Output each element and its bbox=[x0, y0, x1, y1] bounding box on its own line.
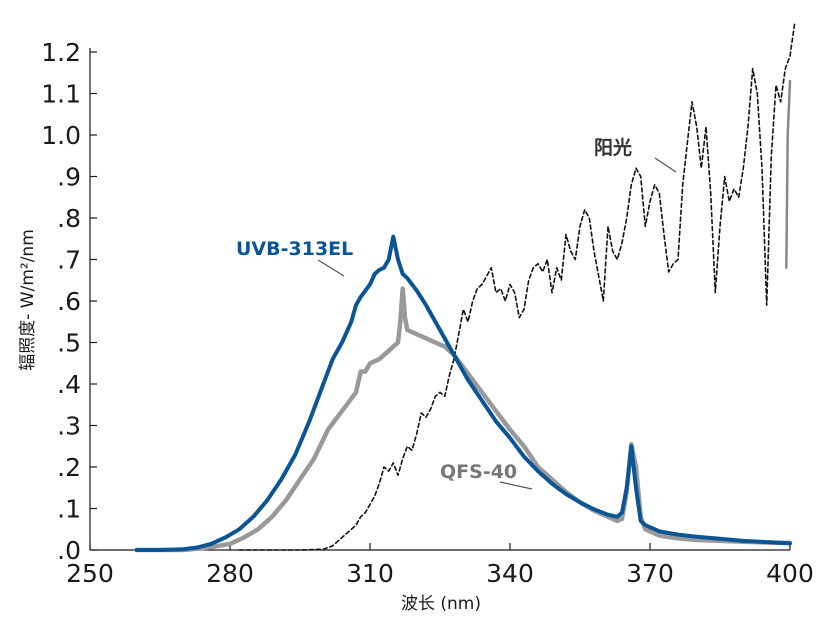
y-tick-label: 1.1 bbox=[41, 80, 81, 109]
y-tick-label: .1 bbox=[57, 495, 81, 524]
x-tick-label: 400 bbox=[766, 559, 814, 588]
x-tick-label: 250 bbox=[66, 559, 114, 588]
y-tick-label: .8 bbox=[57, 204, 81, 233]
x-tick-label: 340 bbox=[486, 559, 534, 588]
series-layer bbox=[134, 22, 796, 553]
series-line-qfs-40 bbox=[134, 286, 793, 553]
y-tick-label: .3 bbox=[57, 412, 81, 441]
y-tick-label: .0 bbox=[57, 536, 81, 565]
y-tick-label: .4 bbox=[57, 370, 81, 399]
label-leader-qfs-40 bbox=[499, 481, 533, 490]
x-tick-label: 370 bbox=[626, 559, 674, 588]
series-label-uvb-313el: UVB-313EL bbox=[236, 238, 353, 260]
label-leader-sunlight bbox=[654, 157, 677, 173]
y-tick-label: 1.2 bbox=[41, 38, 81, 67]
series-label-sunlight: 阳光 bbox=[594, 136, 632, 159]
y-axis-title: 辐照度- W/m²/nm bbox=[18, 229, 38, 371]
x-axis: 250 280 310 340 370 400 bbox=[66, 543, 814, 588]
y-tick-label: .5 bbox=[57, 329, 81, 358]
series-label-qfs-40: QFS-40 bbox=[440, 461, 517, 483]
y-tick-label: .2 bbox=[57, 453, 81, 482]
x-axis-title: 波长 (nm) bbox=[401, 594, 481, 614]
series-line-uvb-313el bbox=[134, 234, 792, 552]
label-leader-uvb-313el bbox=[317, 259, 345, 277]
series-line-sunlight bbox=[238, 22, 796, 551]
series-line-sunlight-tail bbox=[785, 79, 792, 270]
x-tick-label: 310 bbox=[346, 559, 394, 588]
y-axis: .0 .1 .2 .3 .4 .5 .6 .7 .8 .9 1.0 1.1 1.2 bbox=[41, 38, 97, 565]
y-tick-label: .6 bbox=[57, 287, 81, 316]
series-labels: UVB-313EL QFS-40 阳光 bbox=[236, 136, 677, 490]
y-tick-label: .7 bbox=[57, 246, 81, 275]
y-tick-label: 1.0 bbox=[41, 121, 81, 150]
y-tick-label: .9 bbox=[57, 163, 81, 192]
x-tick-label: 280 bbox=[206, 559, 254, 588]
